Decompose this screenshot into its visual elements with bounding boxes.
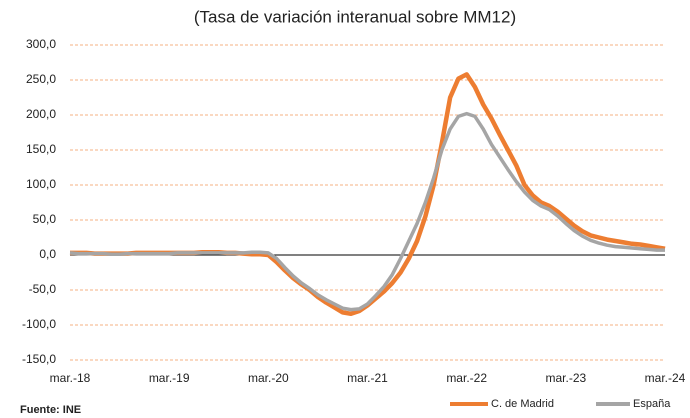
y-tick-label: -50,0 [29, 282, 57, 296]
x-tick-label: mar.-18 [50, 371, 91, 385]
x-tick-label: mar.-21 [347, 371, 388, 385]
y-tick-label: 0,0 [39, 247, 56, 261]
y-tick-label: 150,0 [26, 142, 56, 156]
legend-label: C. de Madrid [491, 398, 554, 410]
x-tick-label: mar.-22 [446, 371, 487, 385]
y-tick-label: 200,0 [26, 107, 56, 121]
line [70, 72, 666, 317]
y-tick-label: 250,0 [26, 72, 56, 86]
y-tick-label: -150,0 [22, 352, 56, 366]
y-tick-label: 100,0 [26, 177, 56, 191]
x-tick-label: mar.-23 [545, 371, 586, 385]
x-tick-label: mar.-20 [248, 371, 289, 385]
x-tick-label: mar.-19 [149, 371, 190, 385]
line [69, 111, 665, 312]
y-tick-label: 50,0 [33, 212, 57, 226]
x-tick-label: mar.-24 [645, 371, 686, 385]
chart-subtitle: (Tasa de variación interanual sobre MM12… [194, 7, 516, 26]
legend-label: España [633, 398, 671, 410]
y-tick-label: -100,0 [22, 317, 56, 331]
y-tick-label: 300,0 [26, 37, 56, 51]
source: Fuente: INE [20, 404, 81, 416]
